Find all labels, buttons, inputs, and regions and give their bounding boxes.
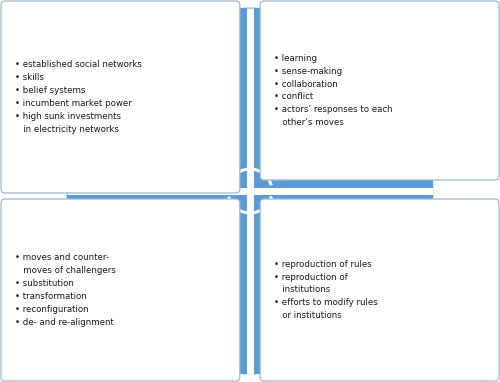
Text: Acceptance and
retention of rule
changes:
Intermediary ensuring
the diffusion of: Acceptance and retention of rule changes… xyxy=(130,232,230,326)
Text: Social interaction among
actors:
Intermediary mediating
between new entrants: Social interaction among actors: Interme… xyxy=(271,99,384,144)
Text: Structural elaboration:
Intermediary offering a
domain for innovations: Structural elaboration: Intermediary off… xyxy=(275,248,380,281)
Text: Structural conditioning
of actors by existing
rules and institutions:
Establishe: Structural conditioning of actors by exi… xyxy=(122,91,224,137)
Ellipse shape xyxy=(66,8,434,374)
FancyBboxPatch shape xyxy=(260,199,499,381)
FancyBboxPatch shape xyxy=(1,1,240,193)
FancyBboxPatch shape xyxy=(1,199,240,381)
FancyBboxPatch shape xyxy=(260,1,499,180)
Text: • learning
• sense-making
• collaboration
• conflict
• actors’ responses to each: • learning • sense-making • collaboratio… xyxy=(274,54,393,127)
Text: • established social networks
• skills
• belief systems
• incumbent market power: • established social networks • skills •… xyxy=(15,60,142,134)
Text: • reproduction of rules
• reproduction of
   institutions
• efforts to modify ru: • reproduction of rules • reproduction o… xyxy=(274,260,378,320)
Text: • moves and counter-
   moves of challengers
• substitution
• transformation
• r: • moves and counter- moves of challenger… xyxy=(15,253,116,327)
